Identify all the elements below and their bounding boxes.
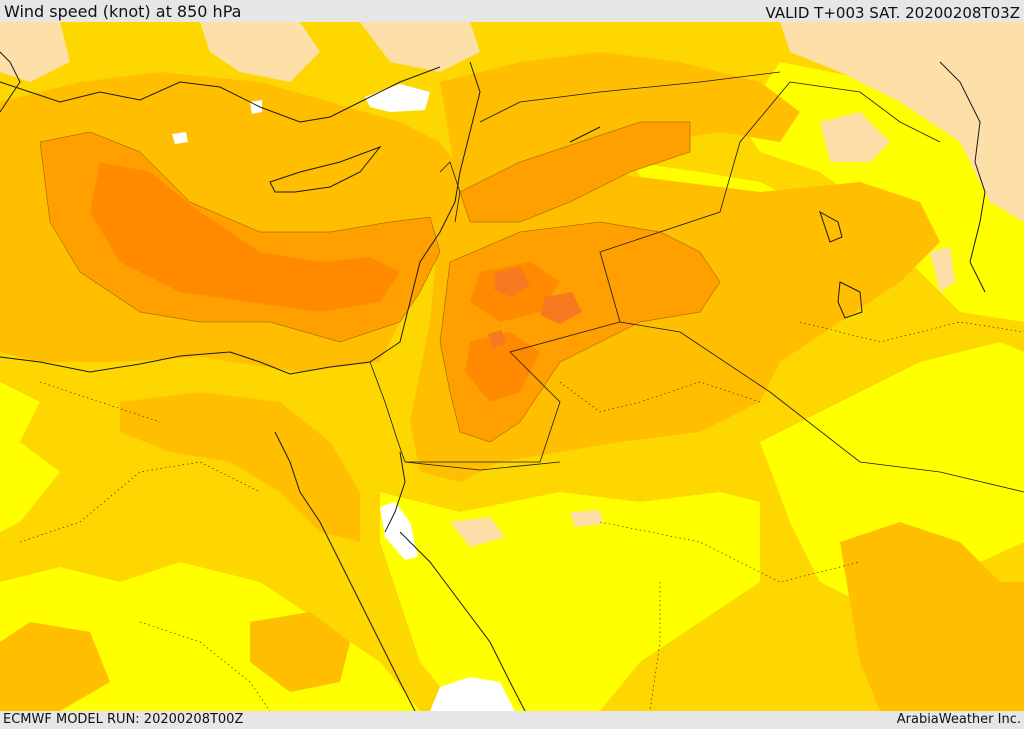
model-run-label: ECMWF MODEL RUN: 20200208T00Z [3, 712, 244, 727]
map-title: Wind speed (knot) at 850 hPa [4, 2, 242, 21]
isotach-contours [39, 121, 721, 443]
dark-orange-wind-core [90, 162, 560, 402]
dotted-contours [19, 321, 1024, 711]
country-borders [369, 71, 1024, 493]
credit-label: ArabiaWeather Inc. [896, 712, 1021, 727]
cream-low-wind-area [0, 22, 1024, 547]
wind-speed-map[interactable] [0, 22, 1024, 711]
valid-time-label: VALID T+003 SAT. 20200208T03Z [765, 4, 1020, 22]
footer-bar: ECMWF MODEL RUN: 20200208T00Z ArabiaWeat… [0, 711, 1024, 729]
header-bar: Wind speed (knot) at 850 hPa VALID T+003… [0, 0, 1024, 22]
deep-orange-wind-max [488, 267, 582, 348]
